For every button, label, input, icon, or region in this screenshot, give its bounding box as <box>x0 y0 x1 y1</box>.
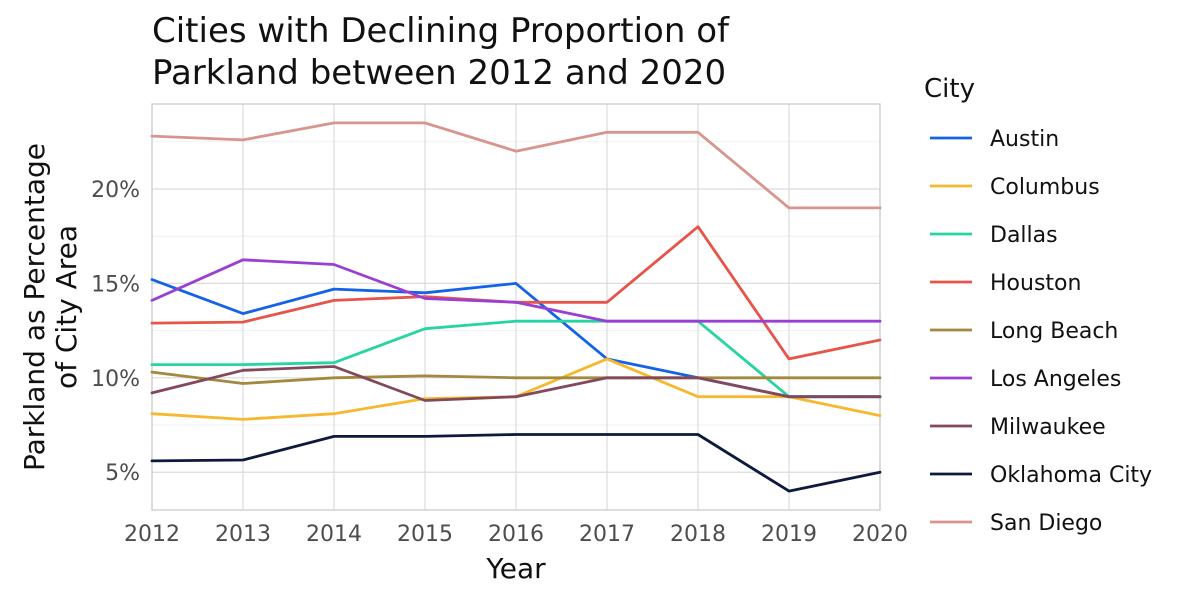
legend-label: Los Angeles <box>990 367 1121 392</box>
x-tick-label: 2020 <box>852 522 908 547</box>
y-tick-label: 10% <box>91 367 140 392</box>
legend-label: Houston <box>990 271 1081 296</box>
series-line-dallas <box>150 319 882 399</box>
y-tick-label: 15% <box>91 272 140 297</box>
series-line-los-angeles <box>150 258 882 323</box>
chart-title-line-1: Cities with Declining Proportion of <box>152 11 730 51</box>
series-line-long-beach <box>150 370 882 385</box>
series-line-san-diego <box>150 121 882 210</box>
x-axis-title: Year <box>485 552 546 585</box>
legend-label: San Diego <box>990 511 1102 536</box>
y-axis-title-line-1: Parkland as Percentage <box>18 143 51 471</box>
x-axis-ticks: 2012 2013 2014 2015 2016 2017 2018 2019 2020 <box>124 522 908 547</box>
y-axis-title-line-2: of City Area <box>50 225 83 389</box>
x-tick-label: 2014 <box>306 522 362 547</box>
y-tick-label: 20% <box>91 178 140 203</box>
legend-title: City <box>924 74 975 104</box>
x-tick-label: 2016 <box>488 522 544 547</box>
x-tick-label: 2017 <box>579 522 635 547</box>
x-tick-label: 2018 <box>670 522 726 547</box>
x-tick-label: 2013 <box>215 522 271 547</box>
legend-label: Oklahoma City <box>990 463 1152 488</box>
legend-label: Dallas <box>990 223 1058 248</box>
chart-title-line-2: Parkland between 2012 and 2020 <box>152 53 726 93</box>
y-axis-ticks: 5% 10% 15% 20% <box>91 178 140 486</box>
x-tick-label: 2015 <box>397 522 453 547</box>
legend-label: Milwaukee <box>990 415 1106 440</box>
series-lines <box>150 121 882 493</box>
legend-label: Austin <box>990 127 1059 152</box>
grid <box>151 104 881 510</box>
legend-items: Austin Columbus Dallas Houston Long Beach Los… <box>930 127 1152 536</box>
plot-panel <box>151 103 881 511</box>
x-tick-label: 2012 <box>124 522 180 547</box>
x-tick-label: 2019 <box>761 522 817 547</box>
legend-label: Columbus <box>990 175 1100 200</box>
legend-label: Long Beach <box>990 319 1118 344</box>
series-line-milwaukee <box>150 365 882 402</box>
series-line-oklahoma-city <box>150 433 882 493</box>
legend: City Austin Columbus Dallas Houston Long Bea… <box>924 74 1152 536</box>
y-tick-label: 5% <box>105 461 140 486</box>
